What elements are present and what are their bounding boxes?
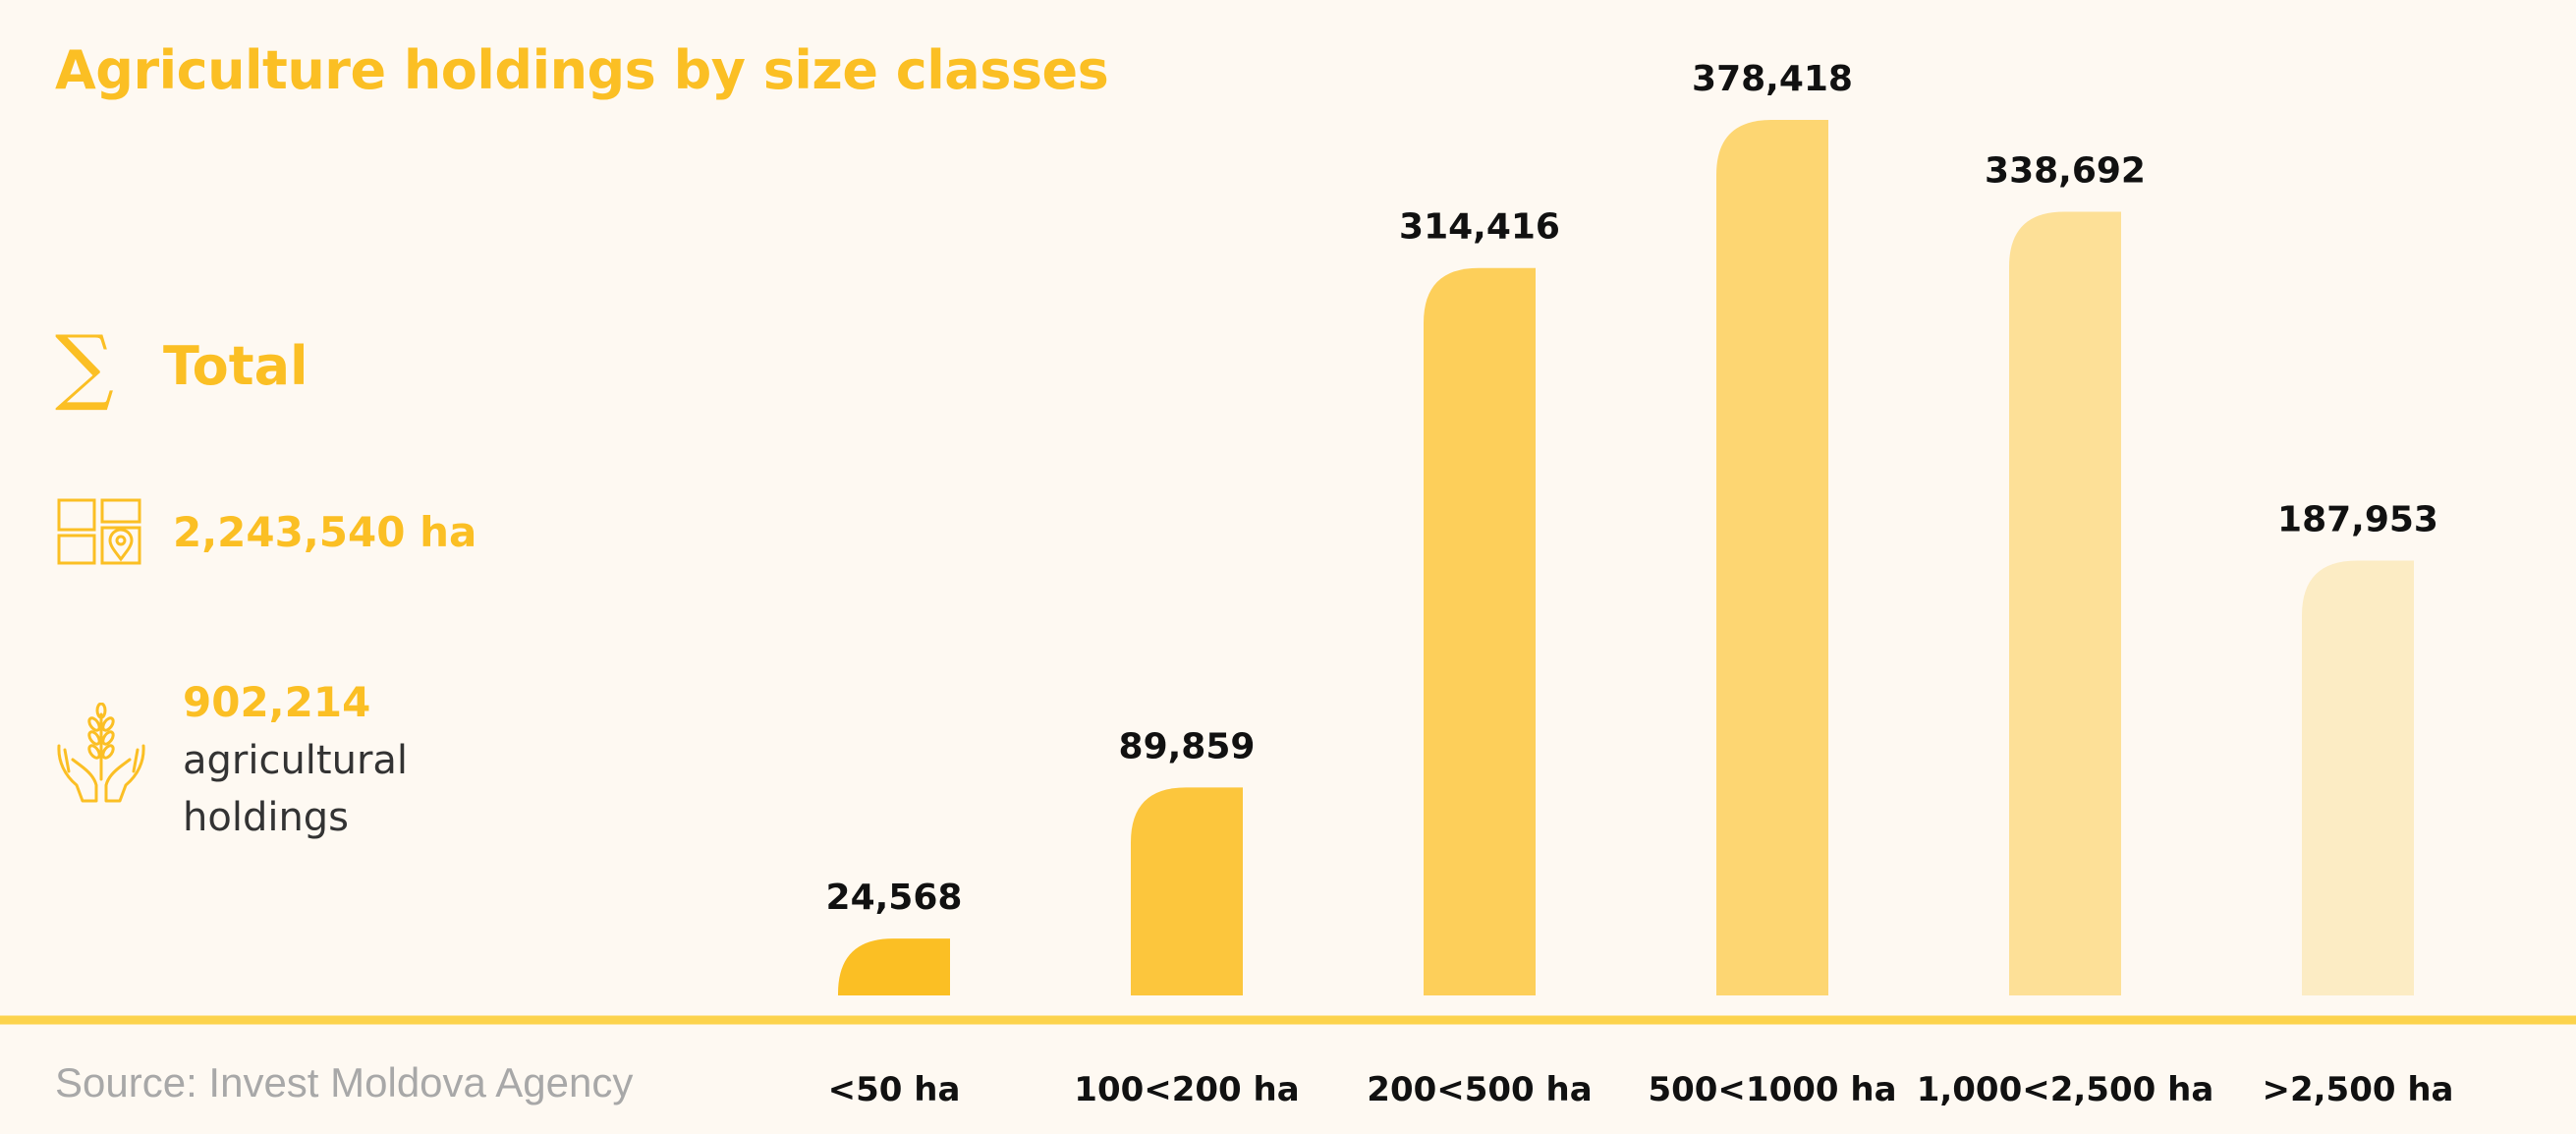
- holdings-label: agricultural holdings: [183, 738, 409, 840]
- bar-5: [2302, 560, 2414, 995]
- total-holdings-stat: 902,214 agricultural holdings: [55, 673, 438, 846]
- value-label-0: 24,568: [826, 878, 963, 918]
- value-labels-group: 24,568 89,859 314,416 378,418 338,692 187,953: [826, 59, 2438, 918]
- total-area-value: 2,243,540 ha: [173, 507, 477, 556]
- bar-1: [1131, 787, 1243, 995]
- value-label-1: 89,859: [1119, 726, 1256, 766]
- land-plot-map-icon: [57, 498, 141, 565]
- total-header: ∑ Total: [55, 324, 308, 407]
- value-label-2: 314,416: [1399, 207, 1560, 248]
- bar-4: [2009, 211, 2121, 995]
- chart-title: Agriculture holdings by size classes: [55, 39, 1109, 101]
- bars-group: [838, 120, 2414, 996]
- value-label-5: 187,953: [2277, 499, 2438, 539]
- category-label-2: 200<500 ha: [1367, 1070, 1592, 1109]
- category-labels-group: <50 ha 100<200 ha 200<500 ha 500<1000 ha 1,0…: [828, 1070, 2454, 1109]
- sigma-icon: ∑: [55, 317, 114, 414]
- category-label-0: <50 ha: [828, 1070, 961, 1109]
- category-label-4: 1,000<2,500 ha: [1917, 1070, 2214, 1109]
- bar-0: [838, 938, 950, 995]
- hands-wheat-icon: [57, 703, 145, 803]
- bar-2: [1424, 267, 1536, 996]
- category-label-3: 500<1000 ha: [1648, 1070, 1896, 1109]
- value-label-4: 338,692: [1985, 151, 2146, 192]
- value-label-3: 378,418: [1692, 59, 1853, 99]
- category-label-5: >2,500 ha: [2262, 1070, 2453, 1109]
- category-label-1: 100<200 ha: [1074, 1070, 1299, 1109]
- holdings-value: 902,214: [183, 678, 371, 726]
- source-note: Source: Invest Moldova Agency: [55, 1059, 634, 1106]
- bar-3: [1716, 120, 1828, 995]
- total-label: Total: [163, 334, 308, 397]
- total-area-stat: 2,243,540 ha: [55, 496, 476, 567]
